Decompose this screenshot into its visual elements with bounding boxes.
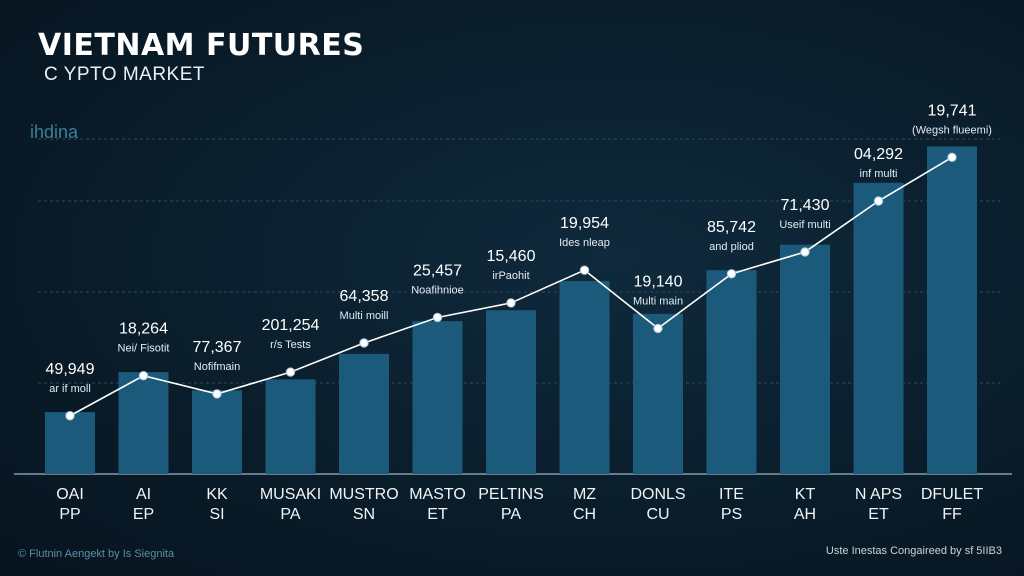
x-tick-label-line2: PS [721,506,742,523]
chart-title: VIETNAM FUTURES [38,28,365,63]
x-tick-label: DONLS [630,486,685,503]
data-label-value: 19,741 [928,102,977,119]
data-label-note: inf multi [860,168,898,180]
bar [633,313,683,474]
line-point [212,389,222,399]
chart-subtitle: C YPTO MARKET [44,64,205,85]
data-label-note: Nofifmain [194,361,240,373]
data-label-value: 19,140 [634,273,683,290]
x-tick-label: MZ [573,486,596,503]
line-point [359,338,369,348]
axis-note: ihdina [30,122,79,142]
data-label-value: 04,292 [854,146,903,163]
x-tick-label-line2: PA [280,506,300,523]
x-tick-label: OAI [56,486,84,503]
x-tick-label-line2: ET [868,506,889,523]
x-tick-label-line2: SI [209,506,224,523]
data-label-note: Useif multi [779,219,830,231]
line-point [653,323,663,334]
x-tick-label: KK [206,486,228,503]
line-point [285,367,296,377]
data-label-note: Multi moill [340,310,389,322]
x-tick-label-line2: CH [573,506,596,523]
data-label-value: 15,460 [487,248,536,265]
line-point [726,269,737,279]
bar [412,321,463,474]
data-label-note: ar if moll [49,383,91,395]
data-label-note: r/s Tests [270,339,311,351]
x-tick-label-line2: SN [353,506,375,523]
data-label-note: irPaohit [492,270,529,282]
data-label-value: 64,358 [340,288,389,305]
line-point [947,152,957,163]
x-tick-label: MUSAKI [260,486,321,503]
x-tick-label-line2: EP [133,506,154,523]
x-tick-label: AI [136,486,151,503]
x-tick-label: KT [795,486,816,503]
data-label-value: 85,742 [707,219,756,236]
bar [706,270,757,474]
line-point [579,265,590,275]
x-tick-label: ITE [719,486,744,503]
bar [780,244,830,474]
x-tick-label: MUSTRO [329,486,398,503]
bar [192,390,242,474]
x-tick-label-line2: AH [794,506,816,523]
bar [118,372,169,474]
footer-credit: © Flutnin Aengekt by Is Siegnita [18,548,175,560]
x-tick-label: MASTO [409,486,466,503]
x-tick-label: N APS [855,486,902,503]
line-point [506,298,516,308]
data-label-note: Noafihnioe [411,284,464,296]
bar [45,412,95,474]
x-tick-label-line2: PP [59,506,80,523]
line-point [65,411,75,421]
data-label-value: 49,949 [46,361,95,378]
line-point [138,371,149,381]
bar [486,310,536,474]
bar [853,182,904,475]
line-point [873,196,884,206]
bar [927,146,977,474]
data-label-note: Nei/ Fisotit [118,343,170,355]
data-label-value: 201,254 [262,317,320,334]
x-tick-label: PELTINS [478,486,544,503]
x-tick-label-line2: ET [427,506,448,523]
bar [339,353,389,474]
footer-source: Uste Inestas Congaireed by sf 5IIB3 [825,545,1002,557]
data-label-note: (Wegsh flueemi) [912,124,992,136]
data-label-note: Ides nleap [559,237,610,249]
x-tick-label: DFULET [921,486,983,503]
data-label-value: 18,264 [119,321,168,338]
data-label-value: 19,954 [560,215,609,232]
line-point [800,247,810,257]
data-label-note: and pliod [709,241,754,253]
x-tick-label-line2: PA [501,506,521,523]
data-label-value: 25,457 [413,262,462,279]
data-label-note: Multi main [633,295,683,307]
bar [265,379,316,474]
data-label-value: 71,430 [781,197,830,214]
line-point [432,312,443,323]
data-label-value: 77,367 [193,339,242,356]
x-tick-label-line2: CU [646,506,669,523]
x-tick-label-line2: FF [942,506,962,523]
bar [559,281,610,474]
